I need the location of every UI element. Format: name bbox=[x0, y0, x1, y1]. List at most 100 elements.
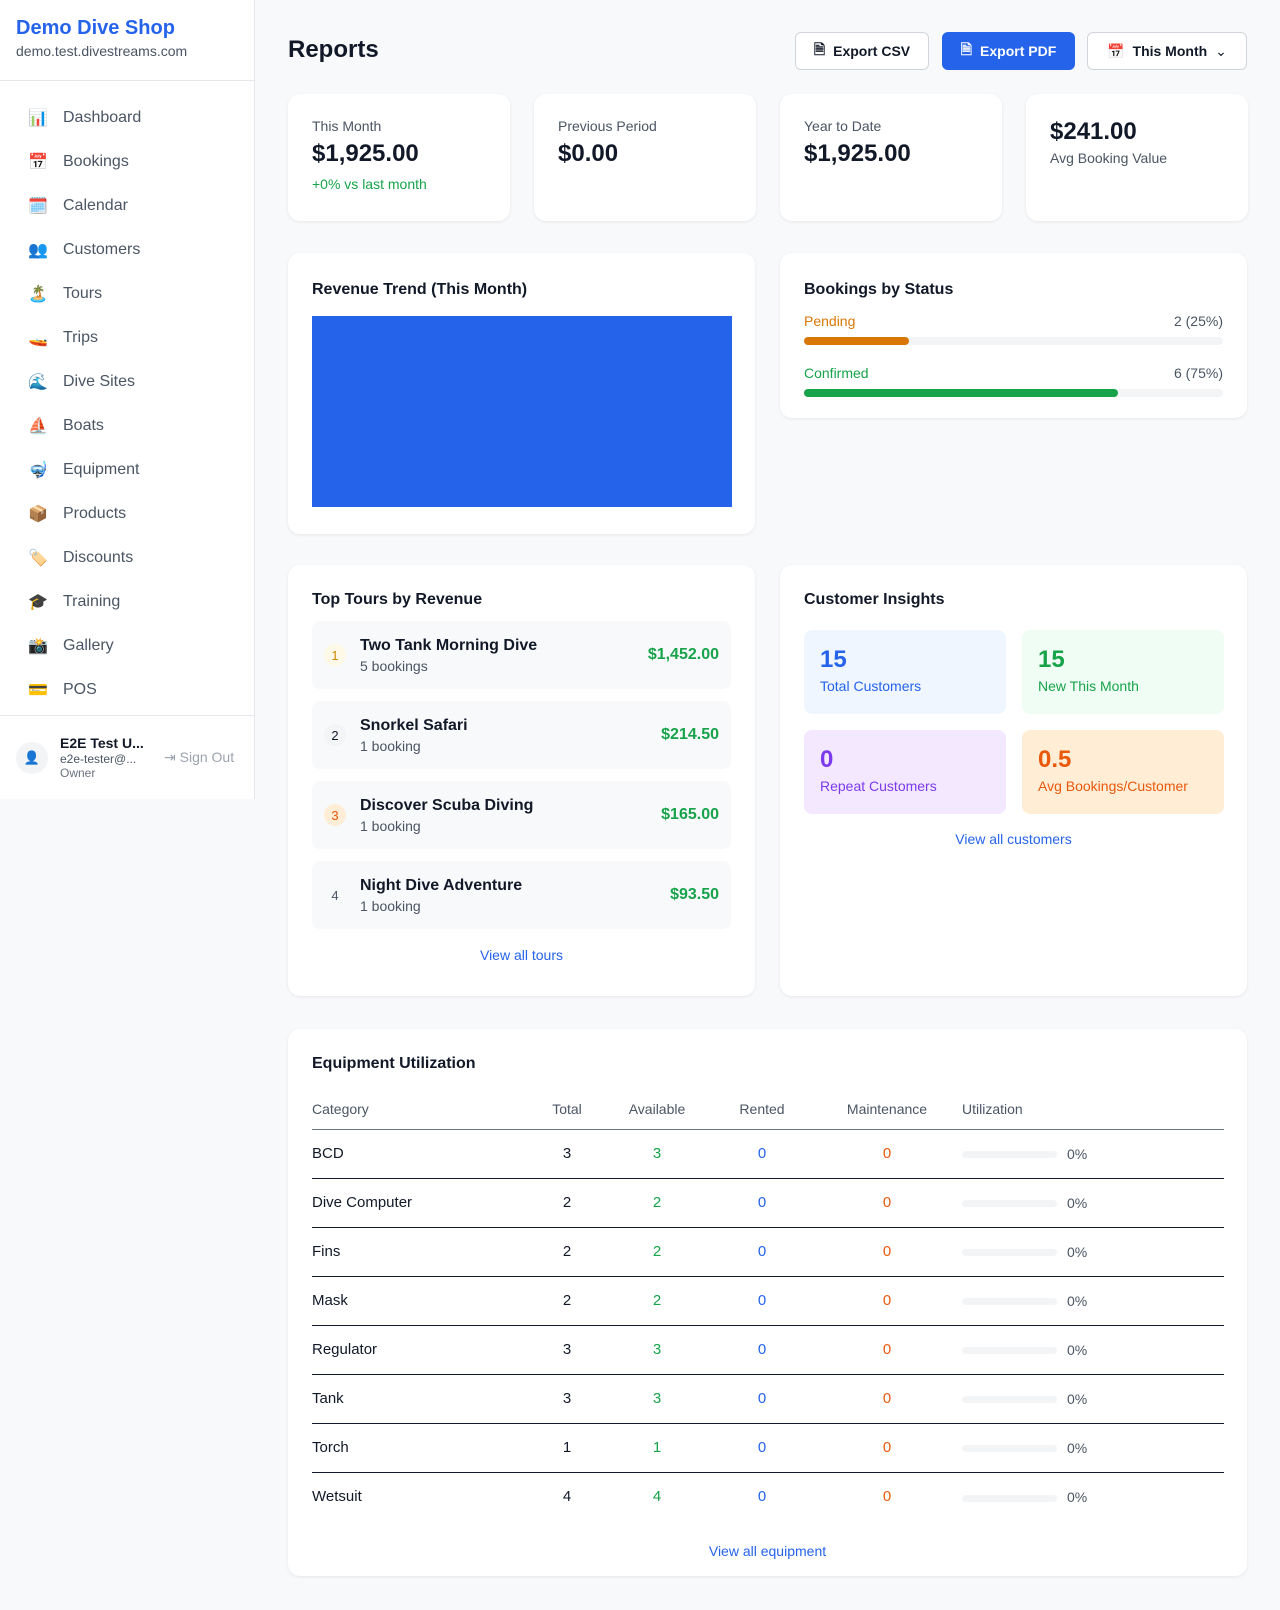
insight-total-customers: 15 Total Customers bbox=[804, 630, 1006, 714]
period-value: This Month bbox=[1132, 43, 1208, 59]
cell-maintenance: 0 bbox=[812, 1423, 962, 1473]
tour-item[interactable]: 2 Snorkel Safari 1 booking $214.50 bbox=[312, 701, 731, 769]
insight-new-this-month: 15 New This Month bbox=[1022, 630, 1224, 714]
table-row: Wetsuit 4 4 0 0 0% bbox=[312, 1472, 1224, 1521]
revenue-chart bbox=[312, 316, 732, 507]
cell-available: 2 bbox=[602, 1178, 712, 1228]
table-row: Mask 2 2 0 0 0% bbox=[312, 1276, 1224, 1326]
view-all-customers-link[interactable]: View all customers bbox=[955, 831, 1072, 847]
cell-utilization: 0% bbox=[962, 1423, 1224, 1473]
sidebar-item-bookings[interactable]: 📅 Bookings bbox=[0, 140, 254, 184]
utilization-value: 0% bbox=[1067, 1194, 1088, 1211]
gallery-icon: 📸 bbox=[28, 638, 48, 655]
column-header: Rented bbox=[712, 1089, 812, 1130]
insight-label: New This Month bbox=[1038, 678, 1139, 694]
export-csv-label: Export CSV bbox=[833, 43, 911, 59]
sidebar-item-label: Dashboard bbox=[63, 109, 142, 126]
cell-total: 2 bbox=[532, 1227, 602, 1277]
export-pdf-button[interactable]: 🗎 Export PDF bbox=[942, 32, 1075, 70]
sidebar-item-boats[interactable]: ⛵ Boats bbox=[0, 404, 254, 448]
insight-label: Repeat Customers bbox=[820, 778, 937, 794]
cell-category: Mask bbox=[312, 1276, 532, 1326]
tour-rank: 1 bbox=[324, 644, 346, 666]
pos-icon: 💳 bbox=[28, 682, 48, 699]
sidebar-item-dive-sites[interactable]: 🌊 Dive Sites bbox=[0, 360, 254, 404]
sidebar-item-products[interactable]: 📦 Products bbox=[0, 492, 254, 536]
cell-available: 2 bbox=[602, 1276, 712, 1326]
cell-available: 1 bbox=[602, 1423, 712, 1473]
utilization-bar bbox=[962, 1200, 1057, 1208]
sidebar-item-trips[interactable]: 🚤 Trips bbox=[0, 316, 254, 360]
insight-value: 0.5 bbox=[1038, 746, 1072, 773]
tour-rank: 3 bbox=[324, 804, 346, 826]
export-csv-button[interactable]: 🗎 Export CSV bbox=[795, 32, 929, 70]
table-row: Dive Computer 2 2 0 0 0% bbox=[312, 1178, 1224, 1228]
utilization-bar bbox=[962, 1347, 1057, 1355]
card-title: Equipment Utilization bbox=[312, 1055, 476, 1072]
cell-rented: 0 bbox=[712, 1423, 812, 1473]
card-title: Bookings by Status bbox=[804, 281, 954, 298]
sidebar-item-label: Bookings bbox=[63, 153, 129, 170]
cell-total: 3 bbox=[532, 1129, 602, 1179]
stat-year-to-date: Year to Date $1,925.00 bbox=[780, 94, 1002, 221]
tour-bookings: 5 bookings bbox=[360, 657, 428, 674]
trips-icon: 🚤 bbox=[28, 330, 48, 347]
sidebar-item-tours[interactable]: 🏝️ Tours bbox=[0, 272, 254, 316]
cell-utilization: 0% bbox=[962, 1227, 1224, 1277]
insight-label: Total Customers bbox=[820, 678, 922, 694]
sidebar-item-customers[interactable]: 👥 Customers bbox=[0, 228, 254, 272]
training-icon: 🎓 bbox=[28, 594, 48, 611]
sidebar-item-calendar[interactable]: 🗓️ Calendar bbox=[0, 184, 254, 228]
cell-category: Tank bbox=[312, 1374, 532, 1424]
tour-rank: 4 bbox=[331, 887, 339, 903]
shop-name[interactable]: Demo Dive Shop bbox=[16, 17, 175, 39]
sidebar-item-discounts[interactable]: 🏷️ Discounts bbox=[0, 536, 254, 580]
tour-name: Snorkel Safari bbox=[360, 716, 468, 734]
sidebar-item-gallery[interactable]: 📸 Gallery bbox=[0, 624, 254, 668]
sign-out-button[interactable]: ⇥ Sign Out bbox=[164, 749, 234, 766]
stat-label: Year to Date bbox=[804, 118, 882, 134]
cell-rented: 0 bbox=[712, 1129, 812, 1179]
tour-name: Discover Scuba Diving bbox=[360, 796, 534, 814]
sidebar-item-dashboard[interactable]: 📊 Dashboard bbox=[0, 96, 254, 140]
export-pdf-label: Export PDF bbox=[980, 43, 1057, 59]
table-row: Regulator 3 3 0 0 0% bbox=[312, 1325, 1224, 1375]
insight-avg-bookings: 0.5 Avg Bookings/Customer bbox=[1022, 730, 1224, 814]
cell-total: 4 bbox=[562, 1488, 572, 1506]
tour-item[interactable]: 1 Two Tank Morning Dive 5 bookings $1,452.0… bbox=[312, 621, 731, 689]
cell-utilization: 0% bbox=[962, 1276, 1224, 1326]
sidebar-item-pos[interactable]: 💳 POS bbox=[0, 668, 254, 712]
cell-maintenance: 0 bbox=[882, 1488, 892, 1506]
bookings-icon: 📅 bbox=[28, 154, 48, 171]
sidebar-nav: 📊 Dashboard 📅 Bookings 🗓️ Calendar 👥 Customers 🏝… bbox=[0, 81, 254, 712]
sidebar-item-label: Boats bbox=[63, 417, 104, 434]
cell-rented: 0 bbox=[712, 1227, 812, 1277]
sidebar-item-label: Tours bbox=[63, 285, 103, 302]
card-title: Top Tours by Revenue bbox=[312, 591, 483, 608]
dashboard-icon: 📊 bbox=[28, 110, 48, 127]
stat-change: +0% vs last month bbox=[312, 176, 427, 192]
cell-maintenance: 0 bbox=[812, 1178, 962, 1228]
cell-maintenance: 0 bbox=[812, 1325, 962, 1375]
tour-rank: 2 bbox=[324, 724, 346, 746]
sidebar-item-training[interactable]: 🎓 Training bbox=[0, 580, 254, 624]
cell-utilization: 0% bbox=[962, 1325, 1224, 1375]
cell-rented: 0 bbox=[712, 1374, 812, 1424]
view-all-equipment-link[interactable]: View all equipment bbox=[708, 1543, 827, 1559]
cell-maintenance: 0 bbox=[812, 1374, 962, 1424]
equipment-icon: 🤿 bbox=[28, 462, 48, 479]
tour-item[interactable]: 4 Night Dive Adventure 1 booking $93.50 bbox=[312, 861, 731, 929]
sidebar-item-label: Products bbox=[63, 505, 127, 522]
status-progress-fill bbox=[804, 337, 909, 345]
tours-icon: 🏝️ bbox=[28, 286, 48, 303]
view-all-tours-link[interactable]: View all tours bbox=[479, 947, 563, 963]
cell-total: 3 bbox=[532, 1325, 602, 1375]
cell-utilization: 0% bbox=[962, 1129, 1224, 1179]
equipment-utilization-card: Equipment Utilization Category Total Avail… bbox=[288, 1029, 1247, 1576]
sidebar-item-equipment[interactable]: 🤿 Equipment bbox=[0, 448, 254, 492]
period-select[interactable]: 📅 This Month ⌄ bbox=[1087, 32, 1247, 70]
tour-revenue: $93.50 bbox=[670, 886, 719, 903]
cell-available: 3 bbox=[602, 1129, 712, 1179]
tour-item[interactable]: 3 Discover Scuba Diving 1 booking $165.00 bbox=[312, 781, 731, 849]
discounts-icon: 🏷️ bbox=[28, 550, 48, 567]
